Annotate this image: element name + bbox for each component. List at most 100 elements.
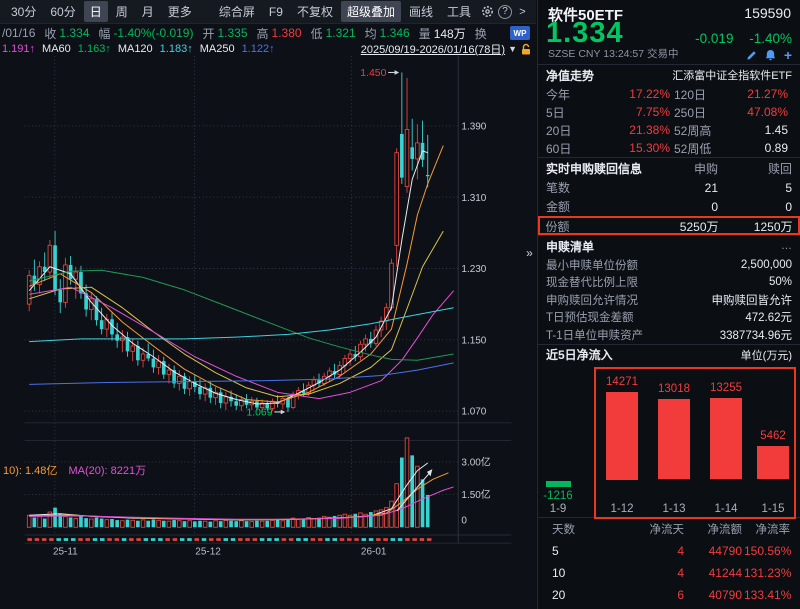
volume-bar — [42, 518, 47, 528]
alert-bell-icon[interactable] — [765, 49, 776, 61]
creation-list-rows: 最小申赎单位份额 2,500,000 现金替代比例上限 50% 申购赎回允许情况 申购赎回… — [538, 256, 800, 344]
list-label: 申购赎回允许情况 — [546, 294, 638, 307]
add-plus-icon[interactable]: + — [783, 47, 792, 63]
price-axis-label: 1.070 — [461, 407, 486, 418]
price-axis-label: 1.150 — [461, 335, 486, 346]
quote-close-value: 1.334 — [59, 26, 90, 40]
candle — [229, 396, 233, 402]
indicator-dash — [419, 538, 425, 541]
flow-table-header-cell: 净流额 — [707, 523, 743, 536]
volume-bar — [373, 510, 379, 528]
list-value: 2,500,000 — [740, 258, 792, 271]
candle — [136, 346, 140, 361]
x-axis-label: 26-01 — [361, 547, 387, 558]
volume-bar — [110, 518, 114, 528]
volume-bar — [347, 514, 353, 528]
volume-bar — [47, 511, 53, 528]
toolbar-btn-super-overlay[interactable]: 超级叠加 — [340, 1, 401, 22]
nav-stat-row: 20日 21.38% 52周高 1.45 — [538, 121, 800, 139]
toolbar-btn-month[interactable]: 月 — [141, 5, 154, 19]
indicator-dash — [383, 538, 388, 541]
toolbar-btn-60min[interactable]: 60分 — [50, 5, 76, 19]
toolbar-btn-30min[interactable]: 30分 — [11, 5, 37, 19]
list-value: 472.62元 — [745, 312, 792, 325]
volume-bar — [53, 507, 57, 528]
indicator-dash — [165, 538, 170, 541]
quote-high-value: 1.380 — [271, 26, 302, 40]
flow-table-cell: 4 — [677, 543, 684, 558]
toolbar-next-icon[interactable]: > — [514, 3, 531, 20]
indicator-dash — [405, 538, 410, 541]
volume-bar — [213, 520, 218, 528]
indicator-dash — [187, 538, 192, 541]
ma-line-MA250 — [29, 362, 454, 385]
indicator-dash — [179, 538, 185, 541]
candle — [363, 338, 368, 345]
toolbar-btn-composite-screen[interactable]: 综合屏 — [218, 5, 255, 19]
indicator-dash — [150, 538, 156, 541]
chevron-down-icon[interactable]: ▼ — [508, 44, 517, 54]
indicator-dash — [325, 538, 330, 541]
volume-bar — [187, 520, 192, 528]
toolbar-btn-draw-line[interactable]: 画线 — [408, 5, 433, 19]
candle — [234, 401, 239, 406]
indicator-dash — [368, 538, 374, 541]
nav-stat-label: 今年 — [546, 87, 571, 102]
indicator-dash — [208, 538, 214, 541]
price-annotation: 1.450 — [360, 68, 386, 79]
indicator-dash — [158, 538, 163, 541]
realtime-row: 金额 0 0 — [538, 197, 800, 216]
quote-info-panel: 软件50ETF 159590 1.334 -0.019 -1.40% SZSE … — [537, 0, 800, 609]
toolbar-btn-no-adjust[interactable]: 不复权 — [296, 5, 333, 19]
panel-collapse-handle[interactable]: » — [526, 246, 533, 260]
help-icon[interactable]: ? — [498, 4, 512, 19]
nav-stat-row: 60日 15.30% 52周低 0.89 — [538, 139, 800, 157]
list-row: T日预估现金差额 472.62元 — [538, 309, 800, 327]
volume-bar — [26, 514, 32, 528]
flow-table-cell: 5 — [552, 543, 559, 558]
candle — [140, 353, 146, 361]
edit-pencil-icon[interactable] — [746, 50, 757, 61]
indicator-dash — [85, 538, 91, 541]
toolbar-btn-day[interactable]: 日 — [83, 1, 108, 22]
toolbar-btn-tools[interactable]: 工具 — [446, 5, 471, 19]
toolbar-btn-more[interactable]: 更多 — [167, 5, 192, 19]
candlestick-chart[interactable]: 1.390 1.310 1.230 1.150 1.070 3.00亿 1.50亿 0 1.45… — [0, 56, 536, 609]
quote-turnover-label: 换 — [474, 26, 487, 41]
volume-bar — [301, 518, 306, 528]
volume-bar — [99, 518, 104, 528]
candle — [94, 298, 99, 321]
candle — [415, 142, 420, 160]
toolbar-btn-week[interactable]: 周 — [115, 5, 128, 19]
indicator-dash — [339, 538, 345, 541]
unlock-icon[interactable] — [520, 43, 532, 56]
inflow-section: 近5日净流入 单位(万元) -1216 1-9 14271 1-12 13018 1-13… — [538, 343, 800, 519]
candle — [378, 320, 384, 331]
more-ellipsis-button[interactable]: … — [781, 240, 792, 252]
toolbar-btn-f9[interactable]: F9 — [268, 4, 283, 19]
flow-table-cell: 6 — [677, 587, 684, 602]
flow-table-row: 20 6 40790 133.41% — [538, 584, 800, 606]
settings-gear-icon[interactable] — [479, 3, 496, 20]
quote-volume-label: 量 — [418, 26, 431, 41]
candle — [79, 272, 83, 294]
date-range-selector[interactable]: 2025/09/19-2026/01/16(78日) — [360, 44, 506, 56]
wp-icon[interactable]: WP — [510, 26, 530, 40]
indicator-dash — [252, 538, 258, 541]
inflow-bar — [545, 480, 571, 487]
candle — [301, 390, 306, 394]
indicator-dash — [238, 538, 243, 541]
redeem-value: 5 — [785, 180, 792, 195]
list-label: 现金替代比例上限 — [546, 277, 638, 290]
indicator-dash — [114, 538, 120, 541]
inflow-bar — [658, 399, 690, 480]
flow-table-header-cell: 净流率 — [755, 523, 791, 536]
ma-item-4: 1.183↑ — [159, 43, 193, 55]
volume-bar — [32, 517, 37, 528]
candle — [400, 133, 404, 178]
volume-bar — [368, 512, 373, 528]
indicator-dash — [317, 538, 323, 541]
quote-low: 低 1.321 — [311, 25, 356, 42]
volume-bar — [363, 513, 368, 528]
quote-avg: 均 1.346 — [365, 25, 410, 42]
